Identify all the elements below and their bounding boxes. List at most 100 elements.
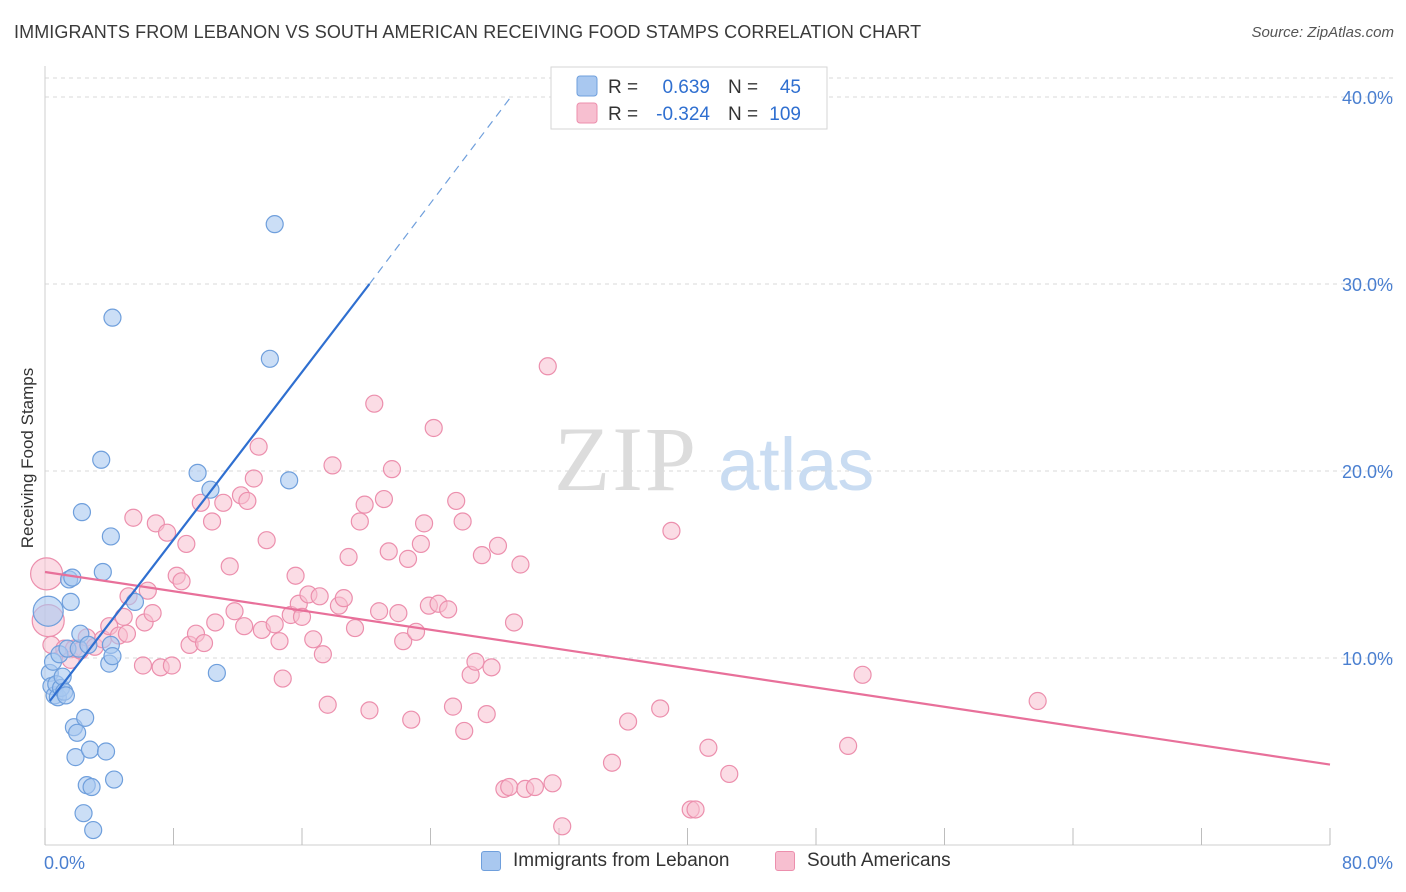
south-americans-point	[310, 587, 329, 606]
south-americans-point	[133, 656, 153, 675]
south-americans-point	[334, 589, 353, 608]
y-tick-label: 20.0%	[1342, 462, 1393, 482]
south-americans-point	[511, 555, 530, 574]
lebanon-trend-extension	[368, 96, 512, 285]
stats-n-label-2: N =	[728, 104, 758, 125]
south-americans-point	[273, 669, 292, 688]
lebanon-points	[32, 215, 299, 840]
south-americans-point	[553, 817, 572, 836]
south-americans-point	[249, 437, 268, 456]
south-americans-point	[265, 615, 284, 634]
south-americans-point	[214, 493, 233, 512]
south-americans-point	[466, 652, 485, 671]
south-americans-point	[345, 618, 365, 638]
south-americans-point	[538, 357, 557, 376]
south-americans-point	[447, 491, 466, 511]
axes	[44, 66, 1331, 846]
stats-legend: R = 0.639 N = 45 R = -0.324 N = 109	[550, 66, 828, 130]
tick-labels: 10.0% 20.0% 30.0% 40.0% 0.0% 80.0%	[44, 88, 1393, 873]
south-americans-point	[379, 542, 398, 561]
stats-n-value-2: 109	[769, 104, 801, 125]
legend-swatch-pink	[775, 851, 795, 871]
lebanon-point	[68, 723, 87, 742]
south-americans-point	[1028, 691, 1047, 711]
south-americans-point	[350, 512, 369, 531]
south-americans-point	[500, 777, 519, 797]
south-americans-point	[424, 418, 443, 438]
south-americans-point	[313, 645, 332, 664]
south-americans-point	[414, 514, 434, 533]
south-americans-point	[482, 658, 501, 677]
south-americans-point	[389, 604, 408, 623]
south-americans-point	[206, 613, 225, 632]
south-americans-point	[355, 495, 374, 514]
south-americans-point	[720, 764, 739, 784]
legend-label-lebanon: Immigrants from Lebanon	[513, 850, 730, 871]
south-americans-point	[244, 469, 263, 488]
y-tick-label: 40.0%	[1342, 88, 1393, 108]
south-americans-point	[602, 753, 622, 772]
stats-r-value-2: -0.324	[656, 104, 710, 125]
lebanon-point	[92, 450, 111, 469]
south-americans-point	[194, 633, 214, 653]
south-americans-point	[162, 656, 181, 675]
south-americans-point	[439, 600, 458, 619]
south-americans-point	[235, 617, 254, 636]
south-americans-point	[220, 557, 239, 576]
south-americans-point	[382, 460, 402, 479]
legend-swatch-blue	[481, 851, 501, 871]
south-americans-point	[124, 508, 143, 527]
stats-n-value-1: 45	[780, 77, 801, 98]
lebanon-point	[72, 503, 92, 522]
south-americans-point	[411, 534, 430, 554]
y-tick-label: 10.0%	[1342, 649, 1393, 669]
south-americans-point	[443, 697, 463, 716]
lebanon-point	[66, 748, 85, 767]
south-americans-point	[699, 738, 718, 757]
south-americans-point	[853, 665, 872, 684]
south-americans-point	[651, 699, 670, 718]
legend-item-lebanon[interactable]: Immigrants from Lebanon	[481, 850, 730, 872]
south-americans-point	[238, 491, 257, 511]
lebanon-point	[265, 215, 284, 234]
south-americans-point	[318, 695, 337, 714]
lebanon-point	[82, 777, 101, 797]
stats-legend-swatch-pink	[576, 102, 598, 124]
south-americans-point	[304, 630, 323, 649]
lebanon-point	[93, 562, 112, 582]
stats-r-label-2: R =	[608, 104, 638, 125]
south-americans-point	[662, 521, 681, 540]
grid-lines	[45, 77, 1395, 659]
lebanon-point	[56, 686, 75, 705]
lebanon-point	[84, 820, 103, 840]
south-americans-point	[839, 736, 858, 755]
south-americans-point	[686, 800, 705, 819]
trend-lines	[44, 96, 1331, 766]
stats-r-value-1: 0.639	[662, 77, 710, 98]
south-americans-point	[323, 456, 342, 475]
south-americans-point	[157, 523, 177, 542]
lebanon-point	[74, 804, 93, 823]
source-credit: Source: ZipAtlas.com	[1251, 24, 1394, 41]
stats-legend-swatch-blue	[576, 75, 598, 97]
x-tick-label-max: 80.0%	[1342, 853, 1393, 873]
south-americans-trend-line	[44, 570, 1331, 766]
stats-n-label-1: N =	[728, 77, 758, 98]
lebanon-point	[280, 471, 299, 490]
watermark-atlas: atlas	[718, 423, 874, 506]
south-americans-point	[370, 602, 389, 621]
lebanon-point	[32, 595, 64, 627]
bottom-legend: Immigrants from Lebanon South Americans	[0, 850, 1406, 880]
legend-label-south-americans: South Americans	[807, 850, 951, 871]
south-americans-point	[365, 394, 384, 413]
legend-item-south-americans[interactable]: South Americans	[775, 850, 951, 872]
south-americans-point	[488, 536, 508, 555]
south-americans-point	[472, 546, 491, 565]
watermark-zip: ZIP	[554, 408, 698, 510]
lebanon-point	[104, 770, 124, 789]
south-americans-point	[402, 710, 421, 729]
south-americans-point	[225, 602, 244, 621]
south-americans-point	[543, 774, 562, 793]
stats-r-label-1: R =	[608, 77, 638, 98]
